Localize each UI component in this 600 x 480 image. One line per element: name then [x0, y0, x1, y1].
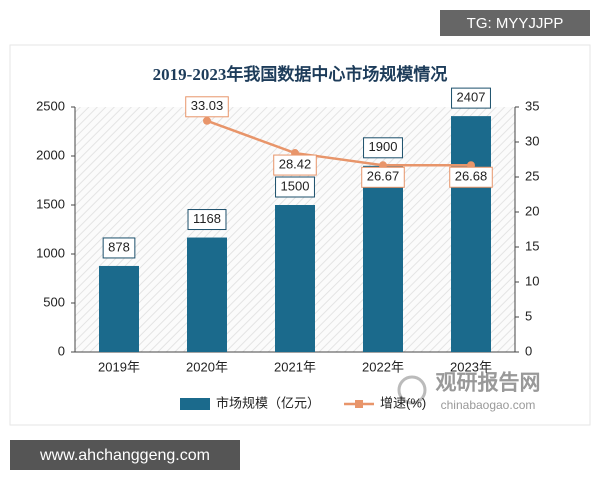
- label-box: [361, 166, 405, 188]
- y2-tick-label: 0: [525, 343, 532, 358]
- bar: [363, 165, 403, 352]
- y2-tick-label: 30: [525, 133, 539, 148]
- label-box: [185, 96, 229, 118]
- x-tick-label: 2019年: [98, 359, 140, 374]
- y-tick-label: 500: [43, 294, 65, 309]
- line: [206, 119, 472, 167]
- y-tick-label: 0: [58, 343, 65, 358]
- label-box: [275, 176, 315, 198]
- legend-swatch: [355, 400, 364, 408]
- legend-label: 市场规模（亿元）: [216, 395, 320, 410]
- logo-url: chinabaogao.com: [441, 398, 536, 412]
- label-box: [449, 166, 493, 188]
- bar-value-label: 1900: [369, 139, 398, 154]
- bar: [187, 237, 227, 352]
- label-box: [102, 237, 136, 259]
- watermark-box: [440, 10, 590, 36]
- bar-value-label: 1500: [281, 178, 310, 193]
- watermark: www.ahchanggeng.com: [39, 447, 210, 464]
- line-value-label: 26.68: [455, 169, 488, 184]
- x-tick-label: 2023年: [450, 359, 492, 374]
- watermark: TG: MYYJJPP: [467, 15, 564, 32]
- legend-label: 增速(%): [380, 395, 426, 410]
- line-value-label: 26.67: [367, 169, 400, 184]
- watermark-box: [10, 440, 240, 470]
- y2-tick-label: 35: [525, 98, 539, 113]
- bar-value-label: 2407: [457, 90, 486, 105]
- y2-tick-label: 20: [525, 203, 539, 218]
- logo-icon: [397, 375, 427, 405]
- bar-value-label: 878: [108, 239, 130, 254]
- chart-title: 2019-2023年我国数据中心市场规模情况: [153, 64, 448, 84]
- line-value-label: 33.03: [191, 98, 224, 113]
- bar: [275, 205, 315, 352]
- bar-value-label: 1168: [193, 211, 221, 226]
- y2-tick-label: 5: [525, 308, 532, 323]
- x-tick-label: 2022年: [362, 359, 404, 374]
- label-box: [273, 154, 317, 176]
- x-tick-label: 2021年: [274, 359, 316, 374]
- y-tick-label: 1500: [36, 196, 65, 211]
- y2-tick-label: 15: [525, 238, 539, 253]
- x-tick-label: 2020年: [186, 359, 228, 374]
- y-tick-label: 2000: [36, 147, 65, 162]
- y-tick-label: 1000: [36, 245, 65, 260]
- bar: [99, 265, 139, 352]
- label-box: [187, 209, 227, 231]
- line-marker: [203, 116, 211, 125]
- y2-tick-label: 25: [525, 168, 539, 183]
- line-value-label: 28.42: [279, 156, 312, 171]
- y2-tick-label: 10: [525, 273, 539, 288]
- legend-swatch: [180, 398, 210, 410]
- bar: [451, 116, 491, 352]
- label-box: [451, 87, 491, 109]
- logo: 观研报告网: [436, 371, 541, 395]
- label-box: [363, 137, 403, 159]
- y-tick-label: 2500: [36, 98, 65, 113]
